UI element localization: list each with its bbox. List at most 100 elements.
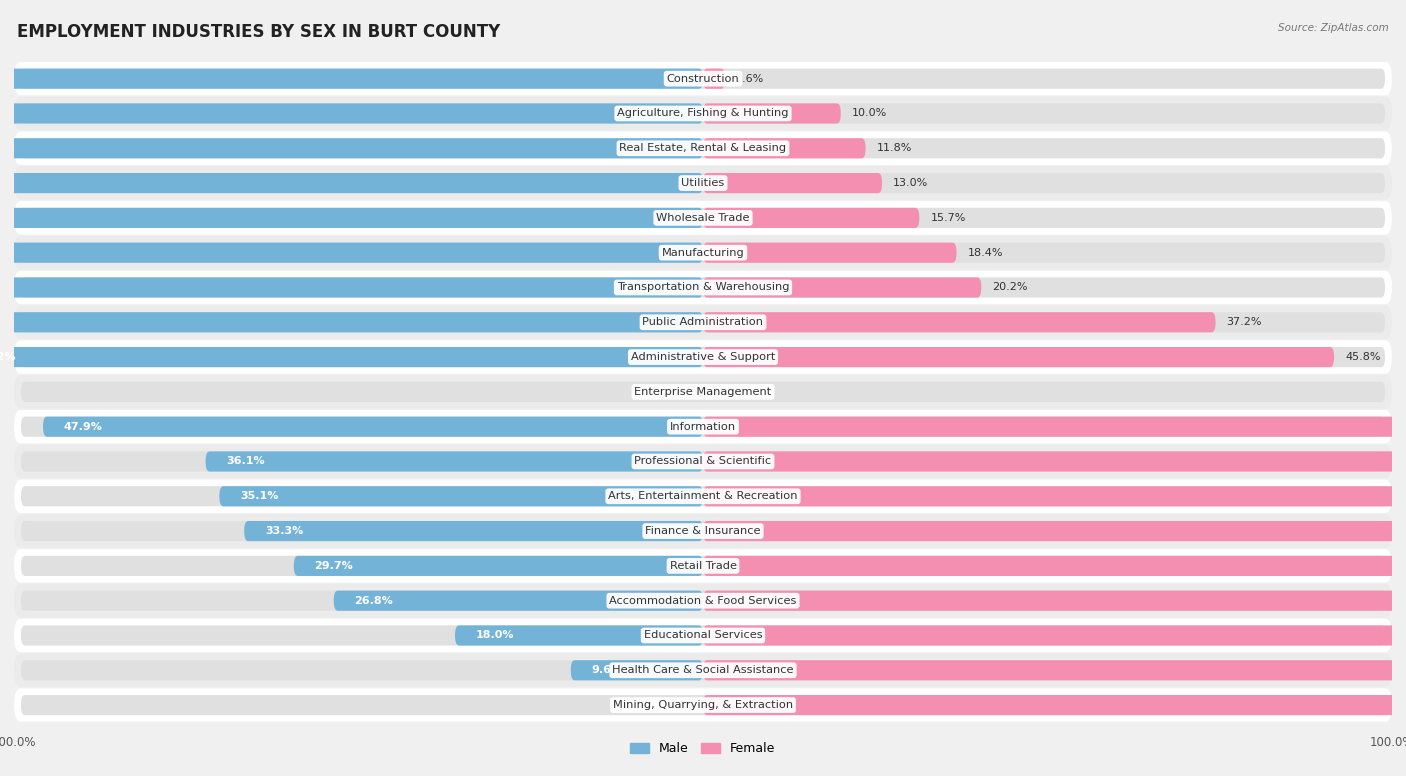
Text: 9.6%: 9.6% [592,665,623,675]
FancyBboxPatch shape [205,452,703,472]
Text: Health Care & Social Assistance: Health Care & Social Assistance [612,665,794,675]
FancyBboxPatch shape [21,103,1385,123]
Text: Mining, Quarrying, & Extraction: Mining, Quarrying, & Extraction [613,700,793,710]
FancyBboxPatch shape [14,97,1392,130]
FancyBboxPatch shape [703,68,725,88]
FancyBboxPatch shape [21,695,1385,715]
FancyBboxPatch shape [703,521,1406,541]
Text: 18.4%: 18.4% [967,248,1002,258]
Text: Public Administration: Public Administration [643,317,763,327]
FancyBboxPatch shape [703,556,1406,576]
FancyBboxPatch shape [245,521,703,541]
Text: 0.0%: 0.0% [668,387,696,397]
FancyBboxPatch shape [21,277,1385,297]
Text: Wholesale Trade: Wholesale Trade [657,213,749,223]
FancyBboxPatch shape [21,625,1385,646]
FancyBboxPatch shape [0,243,703,263]
Legend: Male, Female: Male, Female [626,737,780,760]
Text: 45.8%: 45.8% [1346,352,1381,362]
Text: Construction: Construction [666,74,740,84]
FancyBboxPatch shape [14,201,1392,234]
FancyBboxPatch shape [21,487,1385,507]
FancyBboxPatch shape [0,138,703,158]
FancyBboxPatch shape [14,341,1392,374]
FancyBboxPatch shape [21,660,1385,681]
Text: Accommodation & Food Services: Accommodation & Food Services [609,596,797,606]
FancyBboxPatch shape [703,173,882,193]
FancyBboxPatch shape [703,591,1406,611]
FancyBboxPatch shape [219,487,703,507]
Text: 1.6%: 1.6% [737,74,765,84]
FancyBboxPatch shape [14,410,1392,443]
FancyBboxPatch shape [14,236,1392,269]
FancyBboxPatch shape [21,347,1385,367]
Text: Finance & Insurance: Finance & Insurance [645,526,761,536]
Text: Agriculture, Fishing & Hunting: Agriculture, Fishing & Hunting [617,109,789,119]
Text: 15.7%: 15.7% [931,213,966,223]
FancyBboxPatch shape [456,625,703,646]
FancyBboxPatch shape [21,173,1385,193]
Text: Arts, Entertainment & Recreation: Arts, Entertainment & Recreation [609,491,797,501]
FancyBboxPatch shape [14,166,1392,199]
FancyBboxPatch shape [14,618,1392,652]
Text: 26.8%: 26.8% [354,596,394,606]
FancyBboxPatch shape [14,514,1392,548]
Text: 0.0%: 0.0% [710,387,738,397]
Text: 29.7%: 29.7% [315,561,353,571]
FancyBboxPatch shape [21,556,1385,576]
FancyBboxPatch shape [21,243,1385,263]
FancyBboxPatch shape [703,243,956,263]
FancyBboxPatch shape [21,312,1385,332]
FancyBboxPatch shape [703,138,866,158]
FancyBboxPatch shape [21,452,1385,472]
Text: Educational Services: Educational Services [644,630,762,640]
FancyBboxPatch shape [0,208,703,228]
FancyBboxPatch shape [14,306,1392,339]
FancyBboxPatch shape [14,653,1392,687]
Text: 37.2%: 37.2% [1226,317,1263,327]
Text: 18.0%: 18.0% [475,630,515,640]
Text: Administrative & Support: Administrative & Support [631,352,775,362]
Text: Source: ZipAtlas.com: Source: ZipAtlas.com [1278,23,1389,33]
Text: 54.2%: 54.2% [0,352,15,362]
FancyBboxPatch shape [14,375,1392,409]
FancyBboxPatch shape [14,445,1392,478]
FancyBboxPatch shape [0,347,703,367]
Text: Information: Information [669,421,737,431]
FancyBboxPatch shape [703,452,1406,472]
FancyBboxPatch shape [0,277,703,297]
Text: Real Estate, Rental & Leasing: Real Estate, Rental & Leasing [620,144,786,154]
Text: 0.0%: 0.0% [668,700,696,710]
FancyBboxPatch shape [703,208,920,228]
FancyBboxPatch shape [21,208,1385,228]
Text: Manufacturing: Manufacturing [662,248,744,258]
Text: Retail Trade: Retail Trade [669,561,737,571]
FancyBboxPatch shape [14,480,1392,513]
FancyBboxPatch shape [14,584,1392,618]
Text: 20.2%: 20.2% [993,282,1028,293]
FancyBboxPatch shape [21,382,1385,402]
FancyBboxPatch shape [333,591,703,611]
FancyBboxPatch shape [703,312,1216,332]
Text: EMPLOYMENT INDUSTRIES BY SEX IN BURT COUNTY: EMPLOYMENT INDUSTRIES BY SEX IN BURT COU… [17,23,501,41]
FancyBboxPatch shape [21,138,1385,158]
FancyBboxPatch shape [14,688,1392,722]
FancyBboxPatch shape [21,68,1385,88]
FancyBboxPatch shape [703,660,1406,681]
FancyBboxPatch shape [0,312,703,332]
FancyBboxPatch shape [703,695,1406,715]
Text: 33.3%: 33.3% [264,526,304,536]
Text: 35.1%: 35.1% [240,491,278,501]
FancyBboxPatch shape [703,487,1406,507]
Text: 13.0%: 13.0% [893,178,928,188]
FancyBboxPatch shape [703,347,1334,367]
FancyBboxPatch shape [14,132,1392,165]
FancyBboxPatch shape [571,660,703,681]
Text: 36.1%: 36.1% [226,456,264,466]
Text: 11.8%: 11.8% [876,144,912,154]
FancyBboxPatch shape [294,556,703,576]
Text: Utilities: Utilities [682,178,724,188]
FancyBboxPatch shape [14,271,1392,304]
FancyBboxPatch shape [0,173,703,193]
Text: Transportation & Warehousing: Transportation & Warehousing [617,282,789,293]
